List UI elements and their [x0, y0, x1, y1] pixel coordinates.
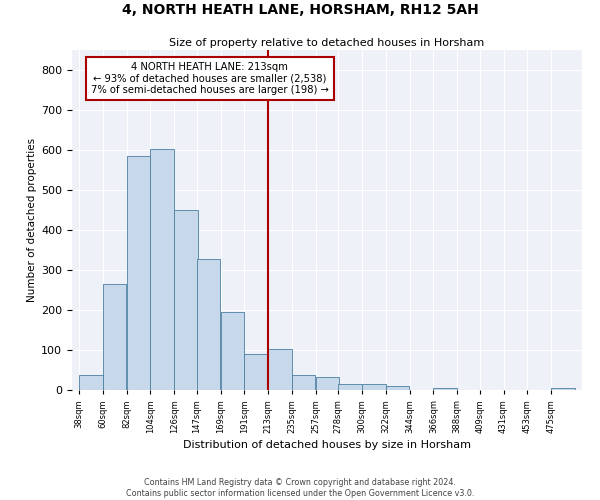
- Title: Size of property relative to detached houses in Horsham: Size of property relative to detached ho…: [169, 38, 485, 48]
- Bar: [551, 388, 575, 390]
- Bar: [338, 384, 362, 390]
- Bar: [433, 388, 457, 390]
- Bar: [221, 312, 244, 390]
- Text: 4 NORTH HEATH LANE: 213sqm
← 93% of detached houses are smaller (2,538)
7% of se: 4 NORTH HEATH LANE: 213sqm ← 93% of deta…: [91, 62, 329, 95]
- Bar: [79, 375, 103, 390]
- Text: 4, NORTH HEATH LANE, HORSHAM, RH12 5AH: 4, NORTH HEATH LANE, HORSHAM, RH12 5AH: [122, 2, 478, 16]
- Text: Contains HM Land Registry data © Crown copyright and database right 2024.
Contai: Contains HM Land Registry data © Crown c…: [126, 478, 474, 498]
- Bar: [268, 349, 292, 390]
- Bar: [103, 284, 127, 390]
- Bar: [292, 375, 316, 390]
- Y-axis label: Number of detached properties: Number of detached properties: [27, 138, 37, 302]
- Bar: [151, 149, 174, 390]
- Bar: [127, 156, 150, 390]
- X-axis label: Distribution of detached houses by size in Horsham: Distribution of detached houses by size …: [183, 440, 471, 450]
- Bar: [386, 386, 409, 390]
- Bar: [244, 354, 268, 390]
- Bar: [362, 384, 386, 390]
- Bar: [174, 210, 197, 390]
- Bar: [316, 377, 339, 390]
- Bar: [197, 259, 220, 390]
